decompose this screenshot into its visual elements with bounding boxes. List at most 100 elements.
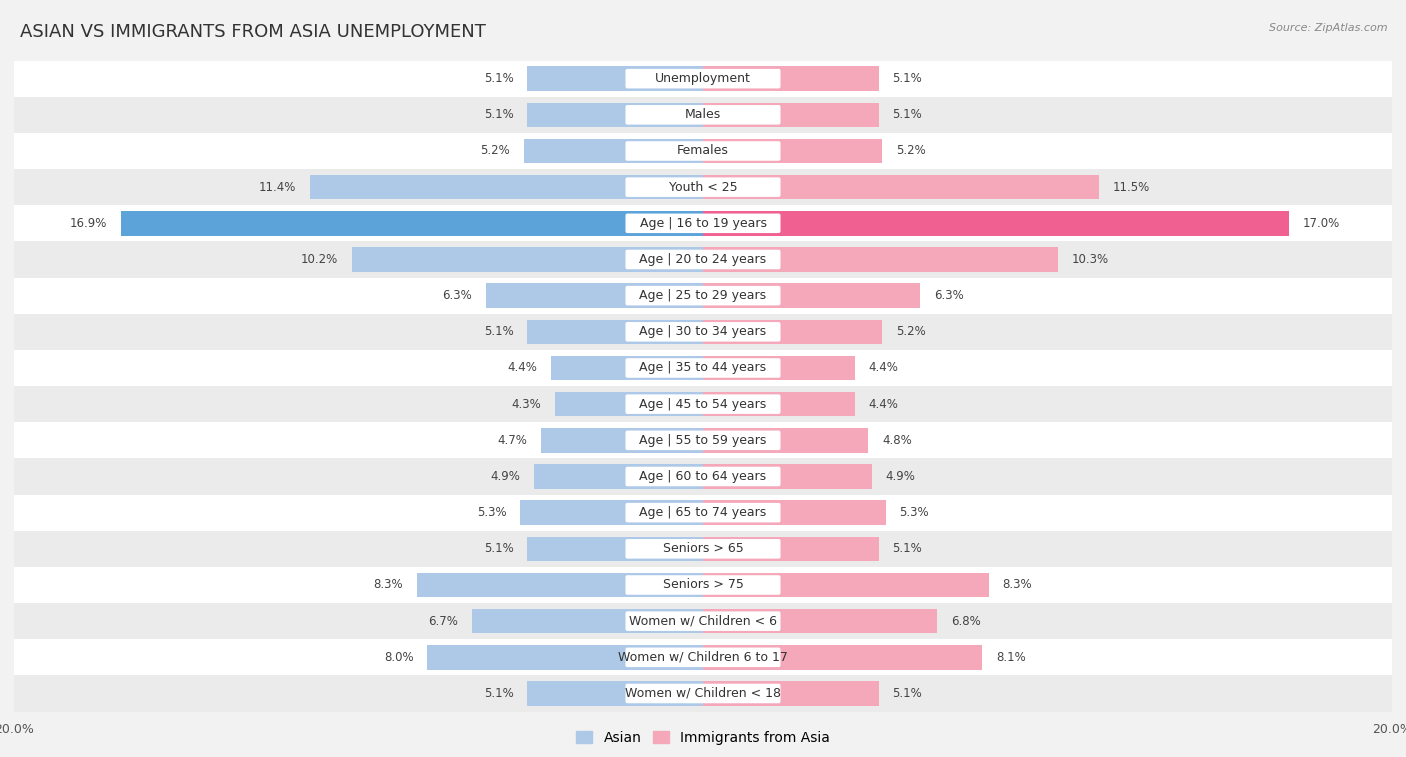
Text: 5.1%: 5.1% [893,542,922,556]
Text: 4.9%: 4.9% [886,470,915,483]
Text: Women w/ Children < 6: Women w/ Children < 6 [628,615,778,628]
Text: 5.3%: 5.3% [900,506,929,519]
Text: 10.2%: 10.2% [301,253,337,266]
FancyBboxPatch shape [626,503,780,522]
Bar [527,681,703,706]
Bar [486,283,703,308]
Bar [14,313,1392,350]
Bar [14,169,1392,205]
Text: Age | 45 to 54 years: Age | 45 to 54 years [640,397,766,410]
Text: 5.1%: 5.1% [893,72,922,85]
Text: 4.4%: 4.4% [869,362,898,375]
Bar [703,573,988,597]
FancyBboxPatch shape [626,322,780,341]
Bar [14,97,1392,133]
Text: Seniors > 65: Seniors > 65 [662,542,744,556]
Bar [703,248,1057,272]
Bar [311,175,703,199]
Bar [555,392,703,416]
FancyBboxPatch shape [626,105,780,125]
Text: Age | 25 to 29 years: Age | 25 to 29 years [640,289,766,302]
FancyBboxPatch shape [626,467,780,486]
Text: 5.1%: 5.1% [484,687,513,700]
FancyBboxPatch shape [626,647,780,667]
Text: 17.0%: 17.0% [1302,217,1340,230]
Text: Women w/ Children 6 to 17: Women w/ Children 6 to 17 [619,651,787,664]
Legend: Asian, Immigrants from Asia: Asian, Immigrants from Asia [571,725,835,750]
Text: 5.2%: 5.2% [896,145,925,157]
Text: Age | 30 to 34 years: Age | 30 to 34 years [640,326,766,338]
FancyBboxPatch shape [626,612,780,631]
Bar [703,67,879,91]
Bar [527,67,703,91]
Text: 5.1%: 5.1% [484,108,513,121]
Bar [427,645,703,670]
Text: Source: ZipAtlas.com: Source: ZipAtlas.com [1270,23,1388,33]
Text: Females: Females [678,145,728,157]
Bar [352,248,703,272]
FancyBboxPatch shape [626,358,780,378]
Text: 6.3%: 6.3% [934,289,963,302]
FancyBboxPatch shape [626,431,780,450]
Text: 5.1%: 5.1% [484,72,513,85]
Bar [703,139,882,164]
Bar [703,356,855,380]
Bar [703,392,855,416]
Bar [14,459,1392,494]
FancyBboxPatch shape [626,394,780,414]
Bar [121,211,703,235]
FancyBboxPatch shape [626,250,780,269]
FancyBboxPatch shape [626,69,780,89]
Text: 4.9%: 4.9% [491,470,520,483]
Bar [703,175,1099,199]
Text: 8.3%: 8.3% [1002,578,1032,591]
Bar [541,428,703,453]
Text: Seniors > 75: Seniors > 75 [662,578,744,591]
FancyBboxPatch shape [626,684,780,703]
Bar [14,422,1392,459]
Text: 6.3%: 6.3% [443,289,472,302]
Bar [14,494,1392,531]
Bar [14,61,1392,97]
Bar [14,567,1392,603]
Text: Age | 16 to 19 years: Age | 16 to 19 years [640,217,766,230]
FancyBboxPatch shape [626,286,780,305]
Text: 4.4%: 4.4% [869,397,898,410]
Text: Age | 20 to 24 years: Age | 20 to 24 years [640,253,766,266]
Bar [703,428,869,453]
Text: 6.8%: 6.8% [950,615,981,628]
Bar [14,675,1392,712]
Bar [14,350,1392,386]
Bar [703,211,1289,235]
FancyBboxPatch shape [626,575,780,595]
Bar [703,609,938,634]
Text: Age | 60 to 64 years: Age | 60 to 64 years [640,470,766,483]
Bar [14,133,1392,169]
Text: 4.3%: 4.3% [512,397,541,410]
Bar [703,645,981,670]
Text: Age | 55 to 59 years: Age | 55 to 59 years [640,434,766,447]
Text: 4.7%: 4.7% [498,434,527,447]
Bar [527,319,703,344]
Bar [703,500,886,525]
FancyBboxPatch shape [626,539,780,559]
Bar [14,603,1392,639]
Bar [703,319,882,344]
Bar [527,537,703,561]
Text: Age | 65 to 74 years: Age | 65 to 74 years [640,506,766,519]
Text: 5.2%: 5.2% [896,326,925,338]
Bar [703,102,879,127]
Bar [14,205,1392,241]
Bar [418,573,703,597]
Bar [14,278,1392,313]
Text: 5.1%: 5.1% [893,108,922,121]
Text: Age | 35 to 44 years: Age | 35 to 44 years [640,362,766,375]
Bar [472,609,703,634]
Bar [703,537,879,561]
Text: 5.1%: 5.1% [484,542,513,556]
FancyBboxPatch shape [626,142,780,160]
Text: 5.1%: 5.1% [484,326,513,338]
Text: 8.1%: 8.1% [995,651,1025,664]
Text: ASIAN VS IMMIGRANTS FROM ASIA UNEMPLOYMENT: ASIAN VS IMMIGRANTS FROM ASIA UNEMPLOYME… [20,23,485,41]
Text: Unemployment: Unemployment [655,72,751,85]
